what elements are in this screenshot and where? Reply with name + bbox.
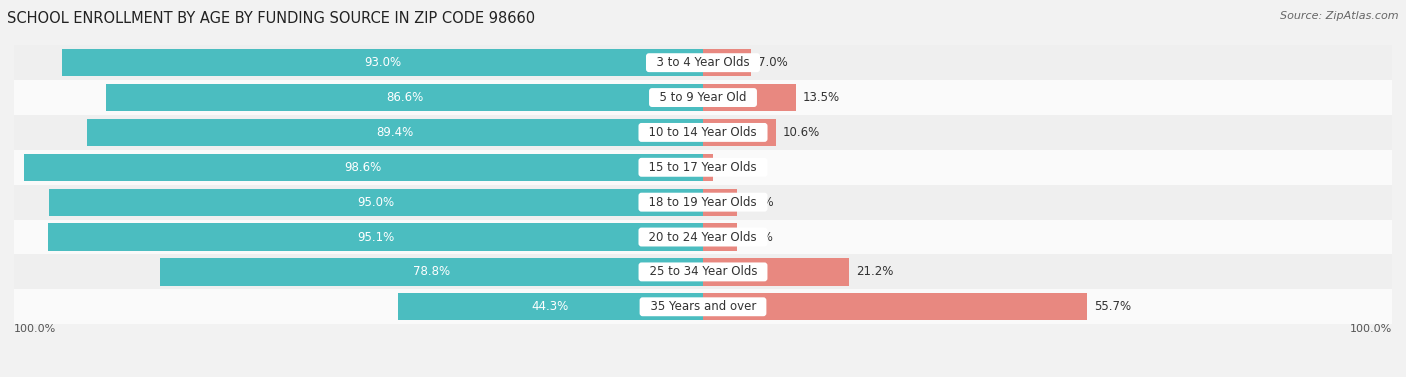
- Bar: [24, 154, 703, 181]
- Bar: [398, 293, 703, 320]
- Bar: [62, 49, 703, 76]
- Bar: [48, 188, 703, 216]
- Text: 44.3%: 44.3%: [531, 300, 569, 313]
- Text: 86.6%: 86.6%: [387, 91, 423, 104]
- Bar: [703, 224, 737, 251]
- Bar: [14, 219, 1392, 254]
- Text: 78.8%: 78.8%: [413, 265, 450, 278]
- Text: 93.0%: 93.0%: [364, 56, 401, 69]
- Bar: [107, 84, 703, 111]
- Bar: [48, 224, 703, 251]
- Bar: [703, 49, 751, 76]
- Text: 95.0%: 95.0%: [357, 196, 394, 208]
- Bar: [87, 119, 703, 146]
- Text: Source: ZipAtlas.com: Source: ZipAtlas.com: [1281, 11, 1399, 21]
- Text: 4.9%: 4.9%: [744, 231, 773, 244]
- Text: 20 to 24 Year Olds: 20 to 24 Year Olds: [641, 231, 765, 244]
- Text: 3 to 4 Year Olds: 3 to 4 Year Olds: [650, 56, 756, 69]
- Bar: [14, 115, 1392, 150]
- Text: 100.0%: 100.0%: [14, 324, 56, 334]
- Text: 10 to 14 Year Olds: 10 to 14 Year Olds: [641, 126, 765, 139]
- Text: 55.7%: 55.7%: [1094, 300, 1130, 313]
- Bar: [703, 84, 796, 111]
- Bar: [703, 154, 713, 181]
- Bar: [703, 119, 776, 146]
- Text: 35 Years and over: 35 Years and over: [643, 300, 763, 313]
- Bar: [14, 45, 1392, 80]
- Bar: [14, 80, 1392, 115]
- Text: 10.6%: 10.6%: [783, 126, 820, 139]
- Bar: [14, 290, 1392, 324]
- Text: 100.0%: 100.0%: [1350, 324, 1392, 334]
- Text: 89.4%: 89.4%: [377, 126, 413, 139]
- Text: 18 to 19 Year Olds: 18 to 19 Year Olds: [641, 196, 765, 208]
- Bar: [703, 188, 738, 216]
- Bar: [703, 258, 849, 285]
- Bar: [14, 254, 1392, 290]
- Bar: [160, 258, 703, 285]
- Text: 5 to 9 Year Old: 5 to 9 Year Old: [652, 91, 754, 104]
- Text: 15 to 17 Year Olds: 15 to 17 Year Olds: [641, 161, 765, 174]
- Text: 98.6%: 98.6%: [344, 161, 382, 174]
- Text: 13.5%: 13.5%: [803, 91, 839, 104]
- Text: 7.0%: 7.0%: [758, 56, 787, 69]
- Bar: [703, 293, 1087, 320]
- Text: SCHOOL ENROLLMENT BY AGE BY FUNDING SOURCE IN ZIP CODE 98660: SCHOOL ENROLLMENT BY AGE BY FUNDING SOUR…: [7, 11, 536, 26]
- Text: 5.0%: 5.0%: [744, 196, 773, 208]
- Text: 95.1%: 95.1%: [357, 231, 394, 244]
- Bar: [14, 185, 1392, 219]
- Text: 25 to 34 Year Olds: 25 to 34 Year Olds: [641, 265, 765, 278]
- Text: 1.4%: 1.4%: [720, 161, 749, 174]
- Bar: [14, 150, 1392, 185]
- Text: 21.2%: 21.2%: [856, 265, 893, 278]
